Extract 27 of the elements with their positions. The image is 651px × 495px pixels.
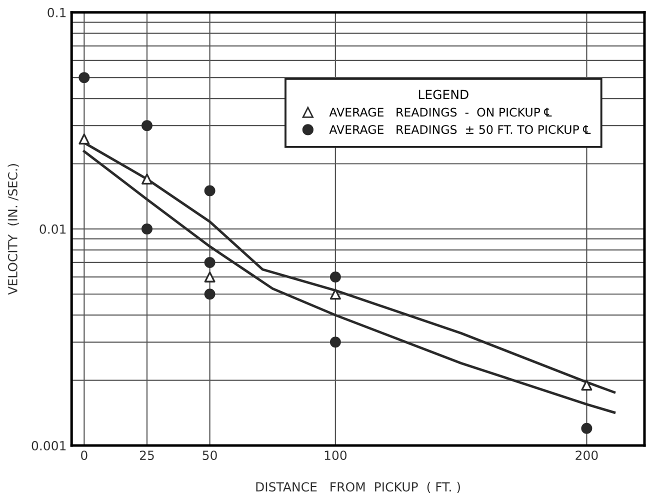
x-tick-label: 200	[576, 450, 598, 460]
point	[204, 288, 216, 300]
point	[141, 174, 152, 185]
point	[204, 256, 216, 268]
legend-label: AVERAGE READINGS ± 50 FT. TO PICKUP ℄	[329, 125, 591, 134]
x-tick-label: 0	[81, 450, 88, 460]
point	[141, 120, 152, 132]
point	[581, 380, 592, 391]
x-tick-label: 50	[202, 450, 217, 460]
y-axis-title: VELOCITY (IN. /SEC.)	[8, 164, 19, 295]
x-tick-label: 25	[140, 450, 154, 460]
point	[330, 271, 341, 282]
legend-title: LEGEND	[418, 90, 468, 100]
y-tick-label: 0.1	[48, 8, 66, 18]
point	[330, 288, 341, 300]
point	[204, 185, 216, 196]
point	[204, 271, 216, 282]
point	[78, 72, 90, 84]
point	[78, 134, 90, 145]
x-axis-title: DISTANCE FROM PICKUP ( FT. )	[256, 482, 460, 494]
y-tick-label: 0.001	[32, 440, 66, 450]
legend-label: AVERAGE READINGS - ON PICKUP ℄	[329, 108, 552, 117]
x-tick-label: 100	[324, 450, 347, 460]
point	[330, 336, 341, 348]
point	[581, 422, 592, 434]
point	[141, 223, 152, 234]
y-tick-label: 0.01	[40, 224, 66, 234]
